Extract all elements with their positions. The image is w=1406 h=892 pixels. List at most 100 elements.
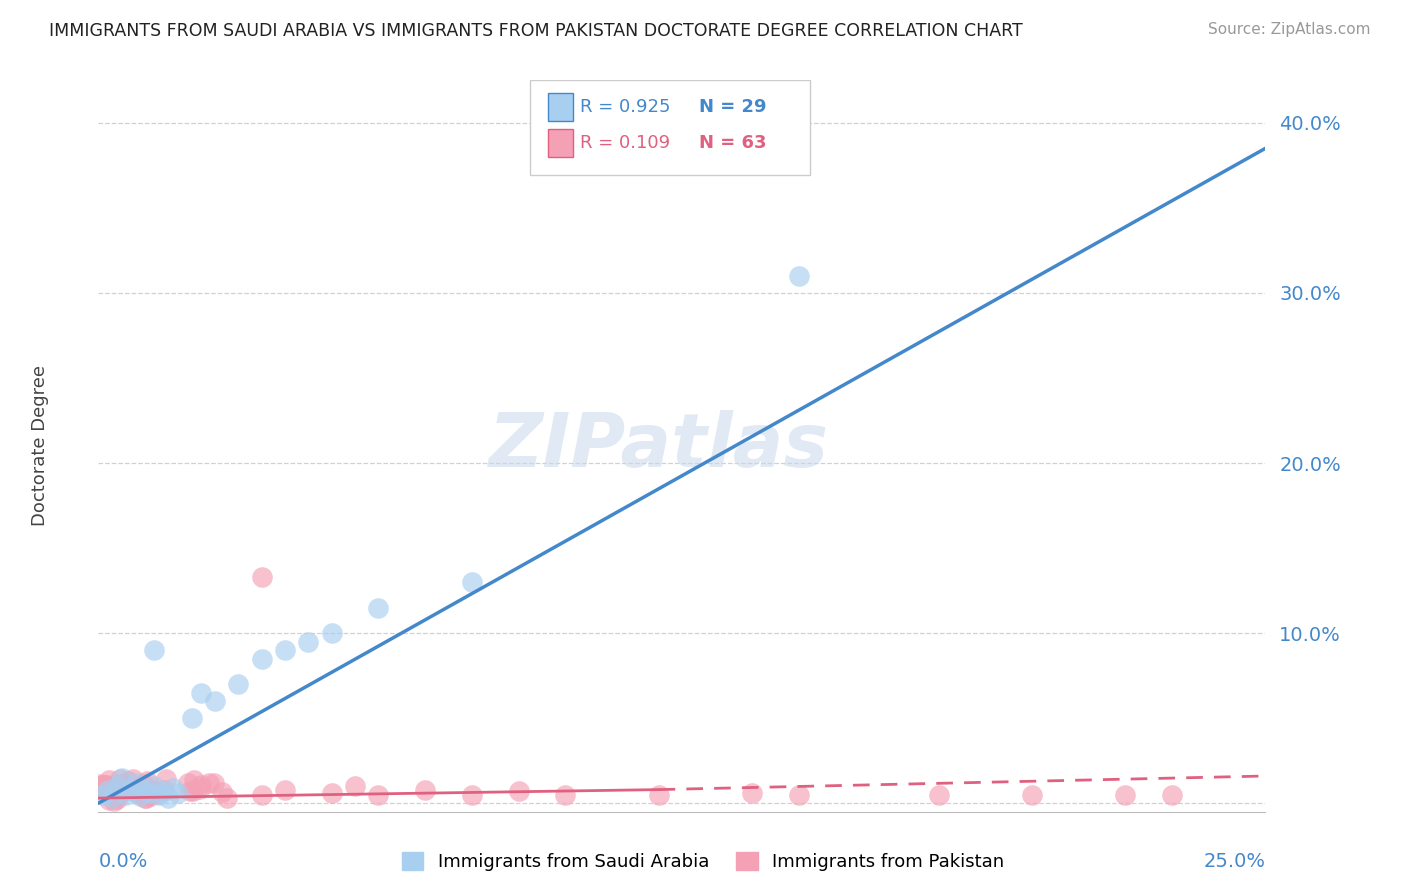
Text: N = 63: N = 63 bbox=[699, 134, 766, 153]
Point bbox=[647, 788, 669, 802]
Text: R = 0.925: R = 0.925 bbox=[581, 97, 671, 116]
Point bbox=[1114, 788, 1136, 802]
Point bbox=[344, 779, 367, 793]
Legend: Immigrants from Saudi Arabia, Immigrants from Pakistan: Immigrants from Saudi Arabia, Immigrants… bbox=[394, 845, 1012, 879]
Point bbox=[108, 787, 131, 801]
Point bbox=[136, 774, 159, 789]
Point bbox=[87, 780, 110, 795]
Point bbox=[367, 788, 389, 802]
Point bbox=[183, 773, 205, 788]
Point bbox=[96, 778, 118, 792]
Point bbox=[152, 784, 174, 798]
Point bbox=[297, 634, 319, 648]
Point bbox=[188, 782, 211, 797]
Point bbox=[162, 780, 184, 795]
Point bbox=[143, 643, 166, 657]
Point bbox=[179, 784, 201, 798]
Point bbox=[93, 778, 115, 792]
Text: ZIPatlas: ZIPatlas bbox=[488, 409, 828, 483]
Point bbox=[155, 772, 177, 786]
Point bbox=[250, 788, 273, 802]
Point bbox=[204, 776, 226, 790]
Point bbox=[228, 677, 250, 691]
Point bbox=[139, 789, 162, 803]
Point bbox=[105, 779, 128, 793]
Point bbox=[153, 783, 176, 797]
Point bbox=[321, 626, 343, 640]
Point bbox=[180, 711, 202, 725]
Point bbox=[108, 772, 131, 786]
Point bbox=[135, 791, 157, 805]
Point bbox=[197, 776, 219, 790]
Point bbox=[177, 775, 200, 789]
Point bbox=[89, 782, 111, 797]
Point bbox=[166, 786, 188, 800]
Point bbox=[91, 788, 114, 802]
Point bbox=[100, 784, 122, 798]
FancyBboxPatch shape bbox=[548, 93, 574, 120]
Point bbox=[117, 774, 139, 789]
Point bbox=[181, 783, 204, 797]
Point bbox=[190, 686, 212, 700]
Point bbox=[98, 784, 121, 798]
Point bbox=[134, 782, 156, 797]
Point bbox=[321, 786, 343, 800]
Point bbox=[250, 651, 273, 665]
Point bbox=[1161, 788, 1184, 802]
Point bbox=[97, 772, 120, 787]
Point bbox=[148, 788, 170, 802]
Point bbox=[554, 788, 576, 802]
Text: IMMIGRANTS FROM SAUDI ARABIA VS IMMIGRANTS FROM PAKISTAN DOCTORATE DEGREE CORREL: IMMIGRANTS FROM SAUDI ARABIA VS IMMIGRAN… bbox=[49, 22, 1024, 40]
Point bbox=[98, 784, 121, 798]
Point bbox=[1021, 788, 1043, 802]
Point bbox=[217, 790, 239, 805]
Point bbox=[132, 787, 155, 801]
Point bbox=[121, 772, 143, 786]
Point bbox=[741, 786, 763, 800]
Text: Source: ZipAtlas.com: Source: ZipAtlas.com bbox=[1208, 22, 1371, 37]
Point bbox=[143, 779, 166, 793]
Point bbox=[132, 777, 155, 791]
Point bbox=[94, 778, 117, 792]
Point bbox=[120, 784, 142, 798]
Point bbox=[125, 776, 148, 790]
Text: R = 0.109: R = 0.109 bbox=[581, 134, 671, 153]
Text: Doctorate Degree: Doctorate Degree bbox=[31, 366, 49, 526]
Point bbox=[508, 784, 530, 798]
Point bbox=[129, 789, 152, 804]
Point bbox=[142, 783, 165, 797]
Point bbox=[105, 785, 128, 799]
Point bbox=[461, 788, 484, 802]
Point bbox=[103, 795, 125, 809]
Point bbox=[274, 643, 297, 657]
Text: 0.0%: 0.0% bbox=[98, 852, 148, 871]
Point bbox=[120, 783, 142, 797]
Point bbox=[134, 791, 156, 805]
Point bbox=[115, 788, 138, 802]
Point bbox=[211, 784, 233, 798]
Point bbox=[93, 782, 115, 797]
Point bbox=[250, 570, 273, 584]
Point bbox=[928, 788, 950, 802]
Point bbox=[461, 575, 484, 590]
Point bbox=[97, 782, 120, 797]
Point bbox=[104, 790, 127, 805]
Point bbox=[89, 780, 111, 794]
Point bbox=[128, 788, 150, 802]
Point bbox=[110, 777, 132, 791]
Point bbox=[787, 268, 810, 283]
Text: N = 29: N = 29 bbox=[699, 97, 766, 116]
Point bbox=[111, 771, 134, 785]
Point bbox=[139, 786, 162, 800]
FancyBboxPatch shape bbox=[548, 129, 574, 157]
FancyBboxPatch shape bbox=[530, 80, 810, 176]
Point bbox=[157, 791, 180, 805]
Point bbox=[204, 694, 226, 708]
Point bbox=[105, 792, 128, 806]
Point bbox=[190, 779, 212, 793]
Point bbox=[146, 787, 169, 801]
Point bbox=[367, 600, 389, 615]
Point bbox=[787, 788, 810, 802]
Point bbox=[274, 782, 297, 797]
Point bbox=[98, 793, 121, 807]
